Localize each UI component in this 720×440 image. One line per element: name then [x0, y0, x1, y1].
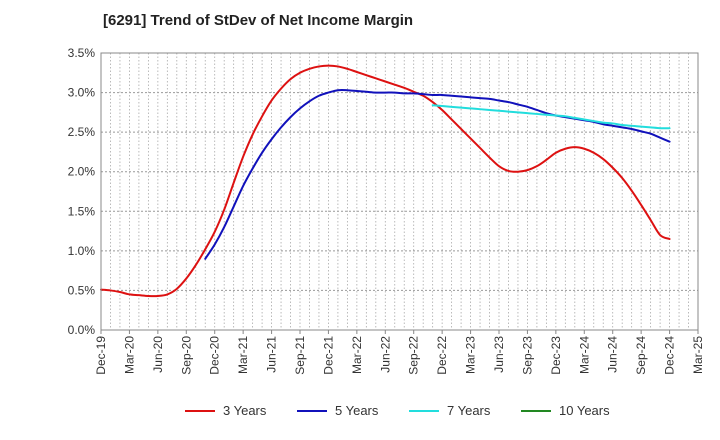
y-tick-label: 0.5% [68, 283, 96, 297]
plot-frame [100, 52, 699, 331]
y-tick-label: 1.5% [68, 204, 96, 218]
x-axis-ticks: Dec-19 Mar-20 Jun-20 Sep-20 Dec-20 Mar-21 Jun-… [94, 330, 705, 375]
y-axis-ticks: 0.0% 0.5% 1.0% 1.5% 2.0% 2.5% 3.0% 3.5% [68, 46, 96, 337]
x-tick-label: Sep-23 [520, 336, 534, 375]
x-tick-label: Sep-22 [407, 336, 421, 375]
x-tick-label: Mar-24 [577, 336, 591, 374]
x-tick-label: Sep-20 [179, 336, 193, 375]
x-tick-label: Jun-23 [492, 336, 506, 373]
x-tick-label: Mar-22 [350, 336, 364, 374]
x-tick-label: Dec-21 [321, 336, 335, 375]
x-tick-label: Mar-23 [464, 336, 478, 374]
series-lines [100, 64, 671, 298]
legend-label-5-years: 5 Years [335, 403, 379, 418]
y-tick-label: 0.0% [68, 323, 96, 337]
y-tick-label: 3.0% [68, 86, 96, 100]
x-tick-label: Jun-21 [265, 336, 279, 373]
series-line-3-years [100, 64, 671, 298]
x-tick-label: Jun-22 [378, 336, 392, 373]
y-tick-label: 2.5% [68, 125, 96, 139]
legend-label-10-years: 10 Years [559, 403, 610, 418]
series-line-7-years [431, 104, 671, 130]
x-tick-label: Dec-24 [663, 336, 677, 375]
x-tick-label: Dec-20 [208, 336, 222, 375]
x-tick-label: Sep-24 [634, 336, 648, 375]
legend: 3 Years 5 Years 7 Years 10 Years [185, 403, 610, 418]
chart-title: [6291] Trend of StDev of Net Income Marg… [103, 12, 414, 29]
x-tick-label: Mar-20 [122, 336, 136, 374]
x-tick-label: Dec-23 [549, 336, 563, 375]
x-tick-label: Sep-21 [293, 336, 307, 375]
x-tick-label: Dec-22 [435, 336, 449, 375]
plot-area [101, 53, 698, 330]
x-tick-label: Jun-20 [151, 336, 165, 373]
y-tick-label: 2.0% [68, 165, 96, 179]
x-tick-label: Mar-21 [236, 336, 250, 374]
x-tick-label: Jun-24 [606, 336, 620, 373]
grid-lines [101, 53, 698, 330]
x-tick-label: Dec-19 [94, 336, 108, 375]
legend-label-3-years: 3 Years [223, 403, 267, 418]
x-tick-label: Mar-25 [691, 336, 705, 374]
y-tick-label: 3.5% [68, 46, 96, 60]
legend-label-7-years: 7 Years [447, 403, 491, 418]
y-tick-label: 1.0% [68, 244, 96, 258]
